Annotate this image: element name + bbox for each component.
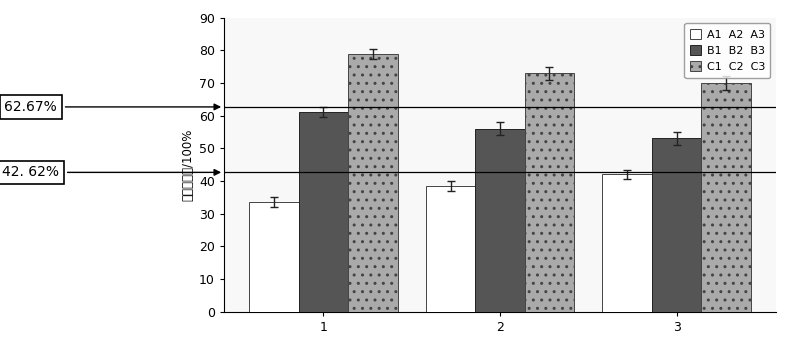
Bar	[298, 112, 348, 312]
Bar	[652, 138, 702, 312]
Bar	[602, 175, 652, 312]
Y-axis label: 相对电导率/100%: 相对电导率/100%	[182, 129, 195, 201]
Legend: A1  A2  A3, B1  B2  B3, C1  C2  C3: A1 A2 A3, B1 B2 B3, C1 C2 C3	[684, 23, 770, 78]
Text: 42. 62%: 42. 62%	[2, 165, 220, 179]
Text: 62.67%: 62.67%	[5, 100, 220, 114]
Bar	[348, 53, 398, 312]
Bar	[426, 186, 475, 312]
Bar	[475, 129, 525, 312]
Bar	[702, 83, 751, 312]
Bar	[249, 202, 298, 312]
Bar	[525, 73, 574, 312]
